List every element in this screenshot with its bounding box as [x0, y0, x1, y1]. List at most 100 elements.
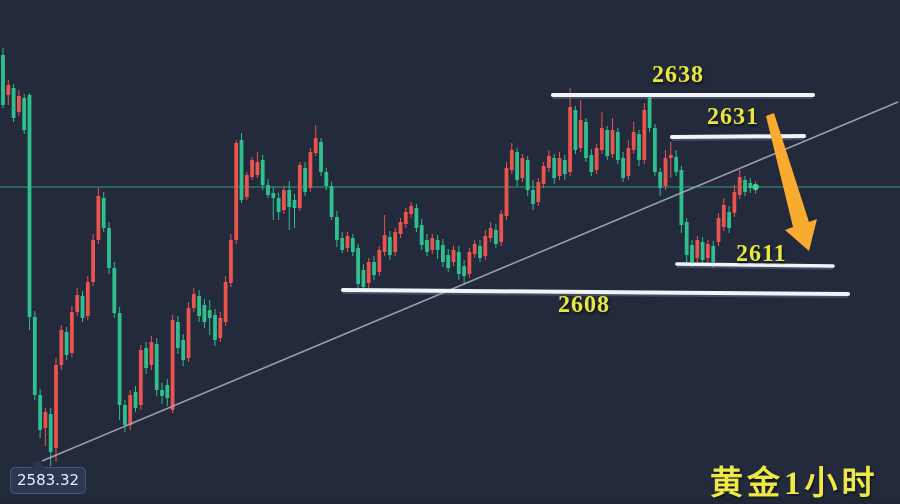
candle-body — [499, 214, 504, 242]
candle-body — [642, 110, 647, 160]
candle-body — [531, 190, 535, 204]
candle-body — [578, 120, 583, 148]
candle-body — [70, 312, 74, 353]
candle-body — [191, 294, 196, 308]
candlestick — [388, 231, 392, 260]
candlestick — [562, 155, 567, 180]
candlestick — [101, 192, 106, 232]
candle-body — [605, 130, 610, 156]
candlestick — [107, 222, 111, 274]
candlestick — [38, 389, 42, 438]
candle-body — [11, 88, 16, 118]
candle-body — [483, 236, 488, 256]
candlestick — [329, 181, 334, 220]
level-line-2611[interactable] — [675, 262, 835, 270]
candle-body — [663, 158, 668, 186]
candlestick — [165, 379, 170, 406]
candle-body — [17, 96, 21, 112]
candle-body — [488, 228, 493, 238]
candle-body — [727, 212, 731, 228]
candlestick — [398, 218, 403, 238]
candle-body — [679, 170, 684, 225]
candle-body — [425, 240, 429, 252]
candlestick — [430, 234, 435, 254]
candle-body — [276, 198, 281, 212]
candle-body — [388, 237, 392, 255]
candlestick — [621, 152, 625, 182]
candlestick — [647, 93, 652, 132]
candlestick — [6, 80, 11, 105]
candlestick — [70, 306, 74, 357]
candlestick — [727, 206, 731, 233]
candle-body — [80, 296, 85, 318]
candle-body — [239, 140, 244, 200]
candlestick — [536, 178, 541, 206]
candles-group — [1, 48, 758, 466]
candle-body — [419, 225, 424, 245]
candle-body — [255, 162, 260, 175]
candle-body — [244, 175, 249, 197]
candlestick — [525, 156, 530, 196]
candle-body — [525, 160, 530, 190]
candle-body — [133, 392, 138, 408]
candle-body — [303, 168, 307, 192]
candlestick — [589, 149, 594, 176]
candle-body — [446, 255, 451, 268]
level-line-2638[interactable] — [551, 93, 815, 99]
candle-body — [218, 318, 223, 338]
candlestick — [435, 235, 440, 259]
level-line — [341, 288, 850, 296]
candle-body — [6, 85, 11, 95]
candle-body — [197, 296, 201, 316]
candlestick — [700, 237, 705, 265]
ascending-trendline[interactable] — [41, 101, 899, 462]
down-arrow-annotation[interactable] — [766, 113, 817, 251]
candlestick — [191, 288, 196, 312]
candlestick — [409, 202, 413, 218]
candle-body — [165, 385, 170, 398]
candlestick — [631, 122, 636, 154]
candlestick — [149, 336, 154, 370]
candle-body — [22, 98, 27, 130]
candlestick — [732, 185, 737, 217]
candle-body — [32, 317, 37, 395]
candle-body — [260, 160, 265, 185]
candle-body — [568, 107, 572, 172]
candlestick — [319, 138, 323, 176]
candle-body — [149, 342, 154, 365]
candlestick — [255, 152, 260, 178]
candle-body — [637, 134, 641, 160]
level-line-shadow — [676, 264, 834, 270]
candlestick — [419, 219, 424, 250]
candlestick — [366, 258, 371, 288]
candlestick — [80, 291, 85, 322]
candle-body — [674, 157, 678, 172]
resistance-label-2631: 2631 — [707, 104, 759, 130]
candle-body — [467, 252, 472, 274]
candlestick — [653, 124, 657, 176]
level-line-2631[interactable] — [670, 134, 806, 141]
candlestick — [541, 162, 546, 188]
candlestick — [48, 408, 53, 466]
level-line-2608[interactable] — [341, 288, 850, 298]
resistance-label-2638: 2638 — [652, 62, 704, 88]
candlestick — [456, 246, 461, 280]
candlestick — [202, 299, 207, 328]
candle-body — [282, 190, 286, 210]
candle-body — [43, 412, 48, 428]
candlestick — [91, 234, 95, 286]
candlestick — [361, 264, 366, 292]
candlestick — [250, 157, 254, 180]
candlestick — [573, 106, 578, 154]
candle-body — [615, 132, 620, 160]
candlestick — [414, 204, 419, 232]
candle-body — [472, 244, 477, 254]
candlestick — [509, 143, 514, 174]
candlestick — [467, 248, 472, 278]
candle-body — [123, 405, 127, 425]
candle-body — [658, 172, 663, 188]
candlestick — [324, 168, 329, 190]
candle-body — [562, 160, 567, 174]
candlestick — [578, 100, 583, 152]
